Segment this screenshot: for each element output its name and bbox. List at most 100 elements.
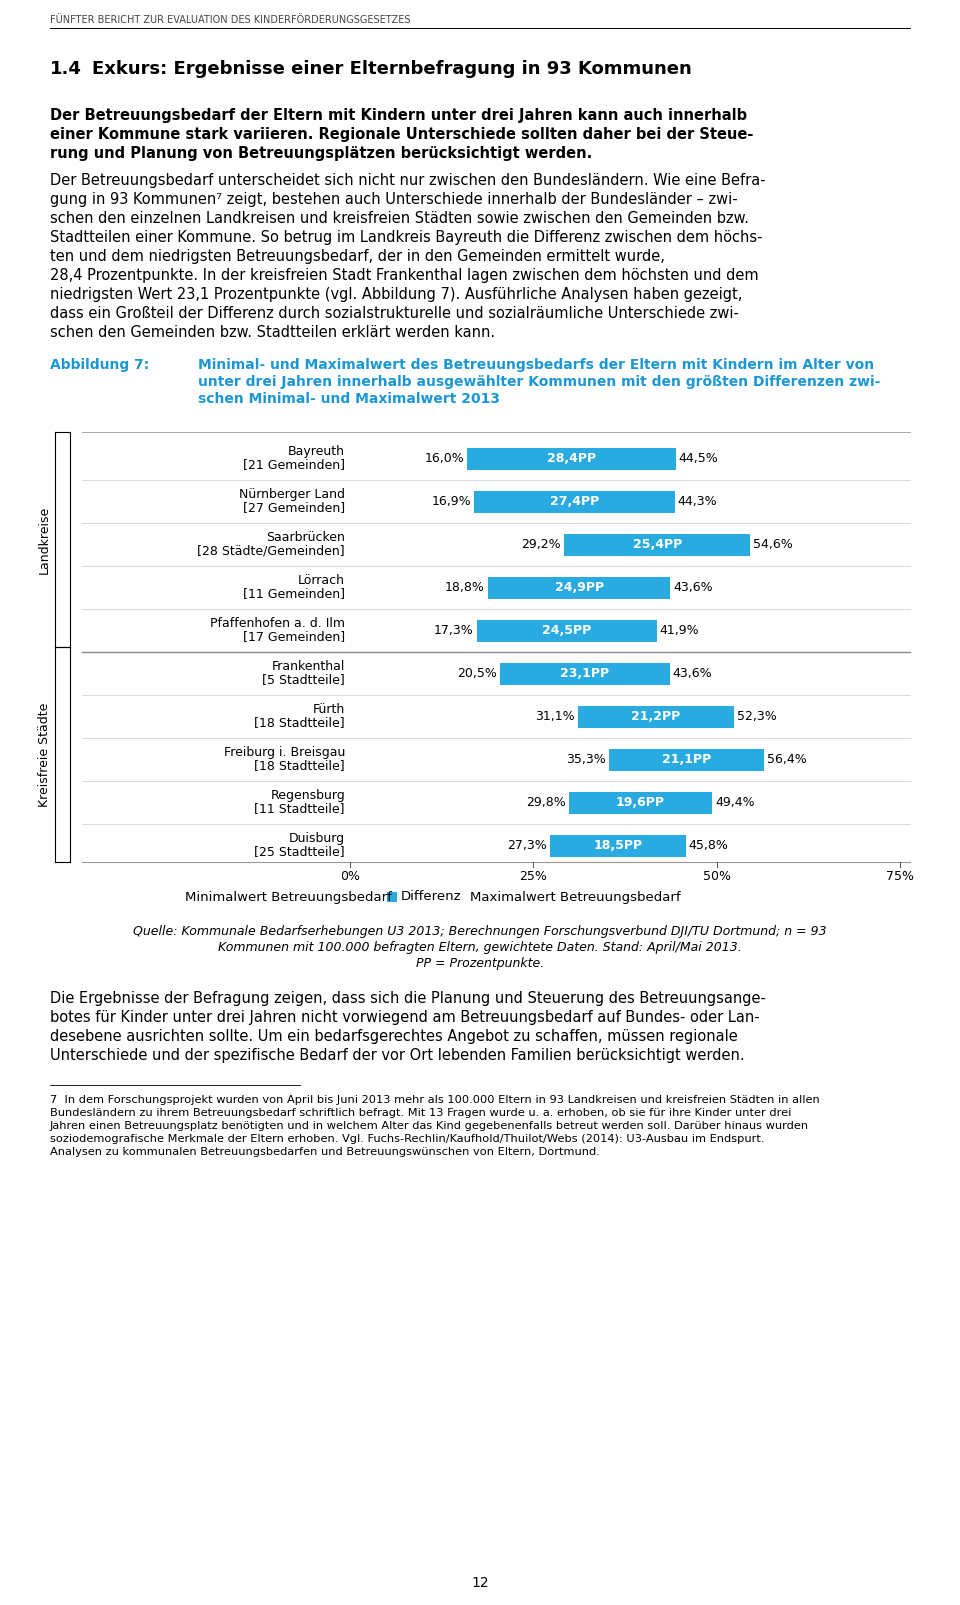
Text: 16,0%: 16,0% bbox=[424, 453, 465, 465]
Text: Fürth: Fürth bbox=[313, 703, 345, 716]
Text: 50%: 50% bbox=[703, 870, 731, 883]
Text: 18,5PP: 18,5PP bbox=[593, 839, 642, 852]
Text: [18 Stadtteile]: [18 Stadtteile] bbox=[254, 716, 345, 729]
Text: Lörrach: Lörrach bbox=[298, 575, 345, 587]
Text: 17,3%: 17,3% bbox=[434, 624, 474, 637]
Text: Minimalwert Betreuungsbedarf: Minimalwert Betreuungsbedarf bbox=[185, 891, 392, 904]
Text: Differenz: Differenz bbox=[401, 891, 462, 904]
FancyBboxPatch shape bbox=[568, 791, 712, 814]
Text: botes für Kinder unter drei Jahren nicht vorwiegend am Betreuungsbedarf auf Bund: botes für Kinder unter drei Jahren nicht… bbox=[50, 1010, 759, 1026]
FancyBboxPatch shape bbox=[474, 491, 675, 512]
Text: 28,4PP: 28,4PP bbox=[547, 453, 596, 465]
Text: schen Minimal- und Maximalwert 2013: schen Minimal- und Maximalwert 2013 bbox=[198, 392, 500, 406]
FancyBboxPatch shape bbox=[564, 533, 751, 555]
FancyBboxPatch shape bbox=[500, 663, 670, 684]
Text: gung in 93 Kommunen⁷ zeigt, bestehen auch Unterschiede innerhalb der Bundeslände: gung in 93 Kommunen⁷ zeigt, bestehen auc… bbox=[50, 193, 737, 207]
Text: 20,5%: 20,5% bbox=[458, 668, 497, 681]
Text: 19,6PP: 19,6PP bbox=[616, 796, 665, 809]
Text: 28,4 Prozentpunkte. In der kreisfreien Stadt Frankenthal lagen zwischen dem höch: 28,4 Prozentpunkte. In der kreisfreien S… bbox=[50, 268, 758, 282]
Text: 29,2%: 29,2% bbox=[521, 538, 562, 551]
Text: Saarbrücken: Saarbrücken bbox=[266, 531, 345, 544]
Text: schen den Gemeinden bzw. Stadtteilen erklärt werden kann.: schen den Gemeinden bzw. Stadtteilen erk… bbox=[50, 324, 495, 340]
Text: 43,6%: 43,6% bbox=[674, 581, 713, 594]
Text: desebene ausrichten sollte. Um ein bedarfsgerechtes Angebot zu schaffen, müssen : desebene ausrichten sollte. Um ein bedar… bbox=[50, 1029, 737, 1043]
Text: [27 Gemeinden]: [27 Gemeinden] bbox=[243, 501, 345, 514]
Text: [5 Stadtteile]: [5 Stadtteile] bbox=[262, 672, 345, 685]
Text: Bundesländern zu ihrem Betreuungsbedarf schriftlich befragt. Mit 13 Fragen wurde: Bundesländern zu ihrem Betreuungsbedarf … bbox=[50, 1107, 791, 1119]
Text: Bayreuth: Bayreuth bbox=[288, 445, 345, 457]
Text: Freiburg i. Breisgau: Freiburg i. Breisgau bbox=[224, 746, 345, 759]
Text: 24,5PP: 24,5PP bbox=[542, 624, 591, 637]
Text: 52,3%: 52,3% bbox=[736, 709, 777, 722]
Text: ten und dem niedrigsten Betreuungsbedarf, der in den Gemeinden ermittelt wurde,: ten und dem niedrigsten Betreuungsbedarf… bbox=[50, 249, 665, 263]
Text: Regensburg: Regensburg bbox=[271, 790, 345, 802]
Text: [25 Stadtteile]: [25 Stadtteile] bbox=[254, 844, 345, 859]
Text: Jahren einen Betreuungsplatz benötigten und in welchem Alter das Kind gegebenenf: Jahren einen Betreuungsplatz benötigten … bbox=[50, 1120, 809, 1132]
Text: 24,9PP: 24,9PP bbox=[555, 581, 604, 594]
Text: Quelle: Kommunale Bedarfserhebungen U3 2013; Berechnungen Forschungsverbund DJI/: Quelle: Kommunale Bedarfserhebungen U3 2… bbox=[133, 924, 827, 937]
Text: 1.4: 1.4 bbox=[50, 59, 82, 79]
Text: Analysen zu kommunalen Betreuungsbedarfen und Betreuungswünschen von Eltern, Dor: Analysen zu kommunalen Betreuungsbedarfe… bbox=[50, 1148, 600, 1157]
Text: 43,6%: 43,6% bbox=[673, 668, 712, 681]
Text: 27,4PP: 27,4PP bbox=[550, 494, 599, 509]
Text: [21 Gemeinden]: [21 Gemeinden] bbox=[243, 457, 345, 470]
Text: [11 Gemeinden]: [11 Gemeinden] bbox=[243, 587, 345, 600]
Text: 54,6%: 54,6% bbox=[754, 538, 793, 551]
Text: 18,8%: 18,8% bbox=[445, 581, 485, 594]
Text: rung und Planung von Betreuungsplätzen berücksichtigt werden.: rung und Planung von Betreuungsplätzen b… bbox=[50, 146, 592, 161]
Text: 44,5%: 44,5% bbox=[679, 453, 718, 465]
Text: 44,3%: 44,3% bbox=[678, 494, 717, 509]
Text: Der Betreuungsbedarf der Eltern mit Kindern unter drei Jahren kann auch innerhal: Der Betreuungsbedarf der Eltern mit Kind… bbox=[50, 108, 747, 124]
Text: [18 Stadtteile]: [18 Stadtteile] bbox=[254, 759, 345, 772]
Text: 49,4%: 49,4% bbox=[715, 796, 755, 809]
Text: 45,8%: 45,8% bbox=[689, 839, 729, 852]
FancyBboxPatch shape bbox=[550, 835, 685, 857]
Text: 31,1%: 31,1% bbox=[536, 709, 575, 722]
Text: Duisburg: Duisburg bbox=[289, 831, 345, 844]
Text: 41,9%: 41,9% bbox=[660, 624, 699, 637]
Text: schen den einzelnen Landkreisen und kreisfreien Städten sowie zwischen den Gemei: schen den einzelnen Landkreisen und krei… bbox=[50, 210, 749, 226]
Text: 21,1PP: 21,1PP bbox=[661, 753, 710, 766]
Text: Die Ergebnisse der Befragung zeigen, dass sich die Planung und Steuerung des Bet: Die Ergebnisse der Befragung zeigen, das… bbox=[50, 990, 766, 1006]
Text: [28 Städte/Gemeinden]: [28 Städte/Gemeinden] bbox=[198, 544, 345, 557]
Text: 35,3%: 35,3% bbox=[566, 753, 606, 766]
Text: 16,9%: 16,9% bbox=[431, 494, 471, 509]
Text: Kreisfreie Städte: Kreisfreie Städte bbox=[37, 703, 51, 807]
Text: Unterschiede und der spezifische Bedarf der vor Ort lebenden Familien berücksich: Unterschiede und der spezifische Bedarf … bbox=[50, 1048, 745, 1063]
Text: unter drei Jahren innerhalb ausgewählter Kommunen mit den größten Differenzen zw: unter drei Jahren innerhalb ausgewählter… bbox=[198, 376, 880, 388]
Text: Frankenthal: Frankenthal bbox=[272, 660, 345, 672]
Text: 12: 12 bbox=[471, 1576, 489, 1591]
Text: 21,2PP: 21,2PP bbox=[631, 709, 681, 722]
Text: Abbildung 7:: Abbildung 7: bbox=[50, 358, 149, 372]
Text: einer Kommune stark variieren. Regionale Unterschiede sollten daher bei der Steu: einer Kommune stark variieren. Regionale… bbox=[50, 127, 754, 141]
FancyBboxPatch shape bbox=[468, 448, 676, 470]
Text: Pfaffenhofen a. d. Ilm: Pfaffenhofen a. d. Ilm bbox=[210, 616, 345, 631]
FancyBboxPatch shape bbox=[609, 748, 763, 770]
FancyBboxPatch shape bbox=[387, 892, 397, 902]
Text: Der Betreuungsbedarf unterscheidet sich nicht nur zwischen den Bundesländern. Wi: Der Betreuungsbedarf unterscheidet sich … bbox=[50, 173, 766, 188]
Text: Nürnberger Land: Nürnberger Land bbox=[239, 488, 345, 501]
Text: Exkurs: Ergebnisse einer Elternbefragung in 93 Kommunen: Exkurs: Ergebnisse einer Elternbefragung… bbox=[92, 59, 692, 79]
Text: soziodemografische Merkmale der Eltern erhoben. Vgl. Fuchs-Rechlin/Kaufhold/Thui: soziodemografische Merkmale der Eltern e… bbox=[50, 1135, 764, 1144]
Text: Maximalwert Betreuungsbedarf: Maximalwert Betreuungsbedarf bbox=[470, 891, 681, 904]
Text: 25,4PP: 25,4PP bbox=[633, 538, 682, 551]
Text: Stadtteilen einer Kommune. So betrug im Landkreis Bayreuth die Differenz zwische: Stadtteilen einer Kommune. So betrug im … bbox=[50, 230, 762, 246]
Text: 0%: 0% bbox=[340, 870, 360, 883]
Text: Landkreise: Landkreise bbox=[37, 506, 51, 573]
Text: 29,8%: 29,8% bbox=[526, 796, 565, 809]
Text: [11 Stadtteile]: [11 Stadtteile] bbox=[254, 802, 345, 815]
Text: [17 Gemeinden]: [17 Gemeinden] bbox=[243, 631, 345, 644]
Text: 23,1PP: 23,1PP bbox=[561, 668, 610, 681]
FancyBboxPatch shape bbox=[578, 706, 733, 727]
Text: 27,3%: 27,3% bbox=[508, 839, 547, 852]
Text: FÜNFTER BERICHT ZUR EVALUATION DES KINDERFÖRDERUNGSGESETZES: FÜNFTER BERICHT ZUR EVALUATION DES KINDE… bbox=[50, 14, 411, 26]
FancyBboxPatch shape bbox=[477, 620, 657, 642]
Text: 56,4%: 56,4% bbox=[767, 753, 806, 766]
Text: 7  In dem Forschungsprojekt wurden von April bis Juni 2013 mehr als 100.000 Elte: 7 In dem Forschungsprojekt wurden von Ap… bbox=[50, 1095, 820, 1104]
Text: dass ein Großteil der Differenz durch sozialstrukturelle und sozialräumliche Unt: dass ein Großteil der Differenz durch so… bbox=[50, 307, 739, 321]
Text: 75%: 75% bbox=[886, 870, 914, 883]
Text: niedrigsten Wert 23,1 Prozentpunkte (vgl. Abbildung 7). Ausführliche Analysen ha: niedrigsten Wert 23,1 Prozentpunkte (vgl… bbox=[50, 287, 742, 302]
Text: Kommunen mit 100.000 befragten Eltern, gewichtete Daten. Stand: April/Mai 2013.: Kommunen mit 100.000 befragten Eltern, g… bbox=[218, 941, 742, 953]
Text: 25%: 25% bbox=[519, 870, 547, 883]
Text: Minimal- und Maximalwert des Betreuungsbedarfs der Eltern mit Kindern im Alter v: Minimal- und Maximalwert des Betreuungsb… bbox=[198, 358, 875, 372]
